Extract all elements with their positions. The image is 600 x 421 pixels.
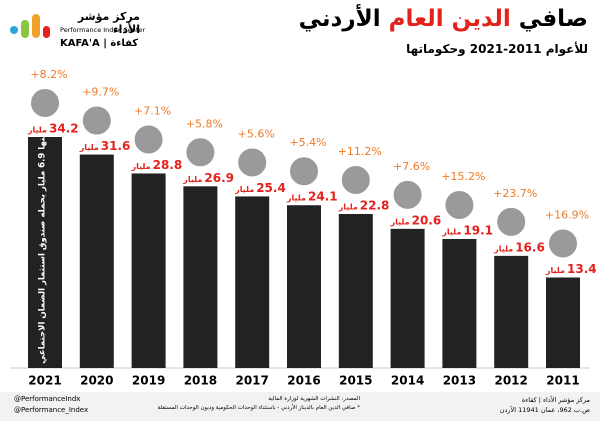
value-label: 22.8 [360, 199, 390, 213]
value-label: 25.4 [256, 181, 286, 195]
org: مركز مؤشر الأداء | كفاءة [521, 396, 590, 404]
x-tick-label: 2011 [546, 374, 579, 388]
x-tick-label: 2017 [235, 374, 268, 388]
growth-label: +7.1% [134, 104, 171, 117]
portrait [184, 136, 217, 169]
logo-name-ar: مركز مؤشر الأداء [77, 10, 140, 36]
title-end: الأردني [298, 6, 381, 32]
bar [235, 196, 270, 368]
portrait [80, 104, 113, 137]
portrait [443, 188, 476, 221]
x-tick-label: 2020 [80, 374, 113, 388]
value-label: 19.1 [463, 223, 493, 237]
value-label: 13.4 [567, 262, 597, 276]
bar [442, 238, 477, 368]
x-tick-label: 2018 [184, 374, 217, 388]
facebook-handle: @Performance_Index [14, 406, 89, 414]
unit-label: مليار [79, 143, 99, 152]
value-label: 20.6 [412, 213, 442, 227]
unit-label: مليار [286, 194, 306, 203]
portrait [288, 155, 320, 188]
source: المصدر: النشرات الشهرية لوزارة المالية [268, 396, 360, 402]
x-tick-label: 2016 [287, 374, 320, 388]
title-highlight: الدين العام [388, 6, 511, 32]
unit-label: مليار [131, 162, 151, 171]
bar [28, 137, 62, 368]
unit-label: مليار [27, 126, 47, 135]
title-start: صافي [518, 6, 588, 32]
bar-annotation: منها 6.9 مليار يحمله صندوق استثمار الضما… [38, 132, 48, 363]
growth-label: +15.2% [441, 170, 485, 183]
x-tick-label: 2012 [494, 374, 527, 388]
value-label: 26.9 [204, 171, 234, 185]
value-label: 28.8 [153, 158, 183, 172]
portrait [339, 164, 372, 196]
growth-label: +8.2% [30, 68, 67, 81]
bar [390, 228, 425, 368]
address: ص.ب 962، عمان 11941 الأردن [499, 406, 590, 414]
portrait [132, 123, 165, 156]
unit-label: مليار [234, 185, 254, 194]
note: * صافي الدين العام بالدينار الأردني - با… [157, 405, 360, 411]
bar [183, 186, 218, 368]
portrait [547, 227, 579, 260]
bar [79, 154, 114, 368]
unit-label: مليار [545, 266, 565, 275]
x-tick-label: 2021 [28, 374, 61, 388]
x-tick-label: 2013 [443, 374, 476, 388]
growth-label: +23.7% [493, 187, 537, 200]
portrait [29, 87, 61, 119]
twitter-handle: @PerformanceIndx [14, 395, 81, 403]
growth-label: +5.8% [186, 117, 223, 130]
bar [546, 277, 580, 368]
bar [494, 255, 529, 368]
x-tick-label: 2014 [391, 374, 424, 388]
unit-label: مليار [390, 217, 410, 226]
bar [338, 214, 373, 368]
x-tick-label: 2019 [132, 374, 165, 388]
value-label: 34.2 [49, 122, 79, 136]
logo-brand: KAFA'A | كفاءة [60, 38, 139, 49]
portrait [236, 146, 269, 179]
unit-label: مليار [182, 175, 202, 184]
value-label: 31.6 [101, 139, 131, 153]
logo-icon [10, 12, 50, 48]
portrait [495, 205, 528, 238]
growth-label: +16.9% [545, 208, 589, 221]
growth-label: +5.6% [238, 127, 275, 140]
x-tick-label: 2015 [339, 374, 372, 388]
growth-label: +5.4% [289, 136, 326, 149]
unit-label: مليار [493, 244, 513, 253]
logo-name-en: Performance Index Center [60, 26, 146, 34]
growth-label: +9.7% [82, 86, 119, 99]
bar [287, 205, 321, 368]
value-label: 24.1 [308, 190, 338, 204]
portrait [391, 178, 424, 211]
value-label: 16.6 [515, 240, 545, 254]
bar [131, 173, 166, 368]
footer-band [0, 392, 600, 421]
subtitle: للأعوام 2011-2021 وحكوماتها [406, 42, 588, 56]
unit-label: مليار [338, 203, 358, 212]
unit-label: مليار [441, 227, 461, 236]
growth-label: +7.6% [393, 160, 430, 173]
chart-title: صافي الدين العام الأردني [299, 6, 588, 32]
growth-label: +11.2% [338, 145, 382, 158]
